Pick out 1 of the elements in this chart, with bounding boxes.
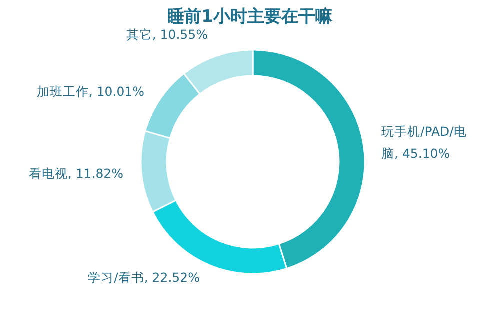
title: 睡前1小时主要在干嘛: [168, 7, 332, 27]
